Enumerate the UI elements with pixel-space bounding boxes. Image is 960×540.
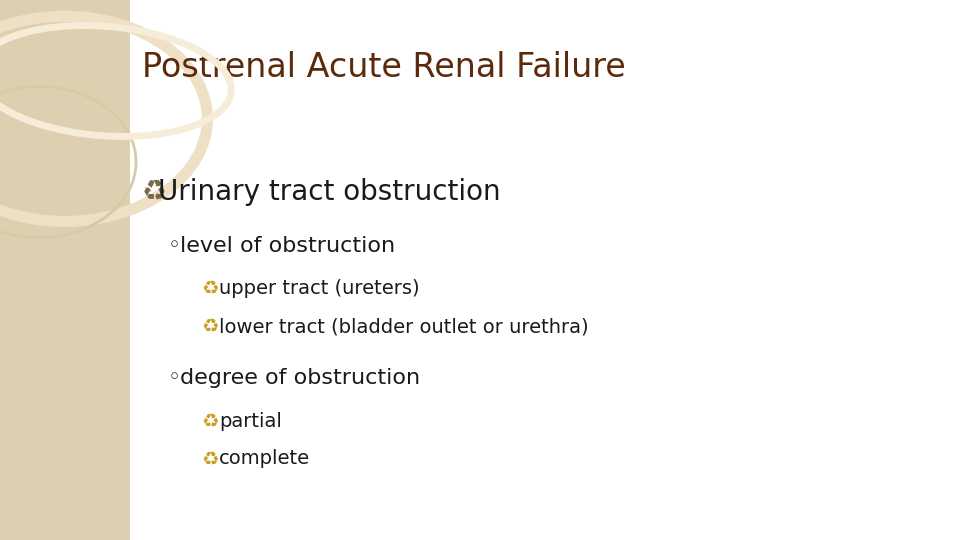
Text: ◦: ◦ xyxy=(168,235,181,256)
Text: Urinary tract obstruction: Urinary tract obstruction xyxy=(158,178,501,206)
Text: complete: complete xyxy=(219,449,310,469)
Text: degree of obstruction: degree of obstruction xyxy=(180,368,420,388)
Text: partial: partial xyxy=(219,411,281,431)
Text: ♻: ♻ xyxy=(202,279,219,299)
Text: ♻: ♻ xyxy=(202,317,219,336)
Text: Postrenal Acute Renal Failure: Postrenal Acute Renal Failure xyxy=(142,51,626,84)
Text: upper tract (ureters): upper tract (ureters) xyxy=(219,279,420,299)
Text: level of obstruction: level of obstruction xyxy=(180,235,396,256)
Text: ♻: ♻ xyxy=(142,178,167,206)
Bar xyxy=(0,0,130,540)
Text: ◦: ◦ xyxy=(168,368,181,388)
Text: ♻: ♻ xyxy=(202,411,219,431)
Text: lower tract (bladder outlet or urethra): lower tract (bladder outlet or urethra) xyxy=(219,317,588,336)
Text: ♻: ♻ xyxy=(202,449,219,469)
